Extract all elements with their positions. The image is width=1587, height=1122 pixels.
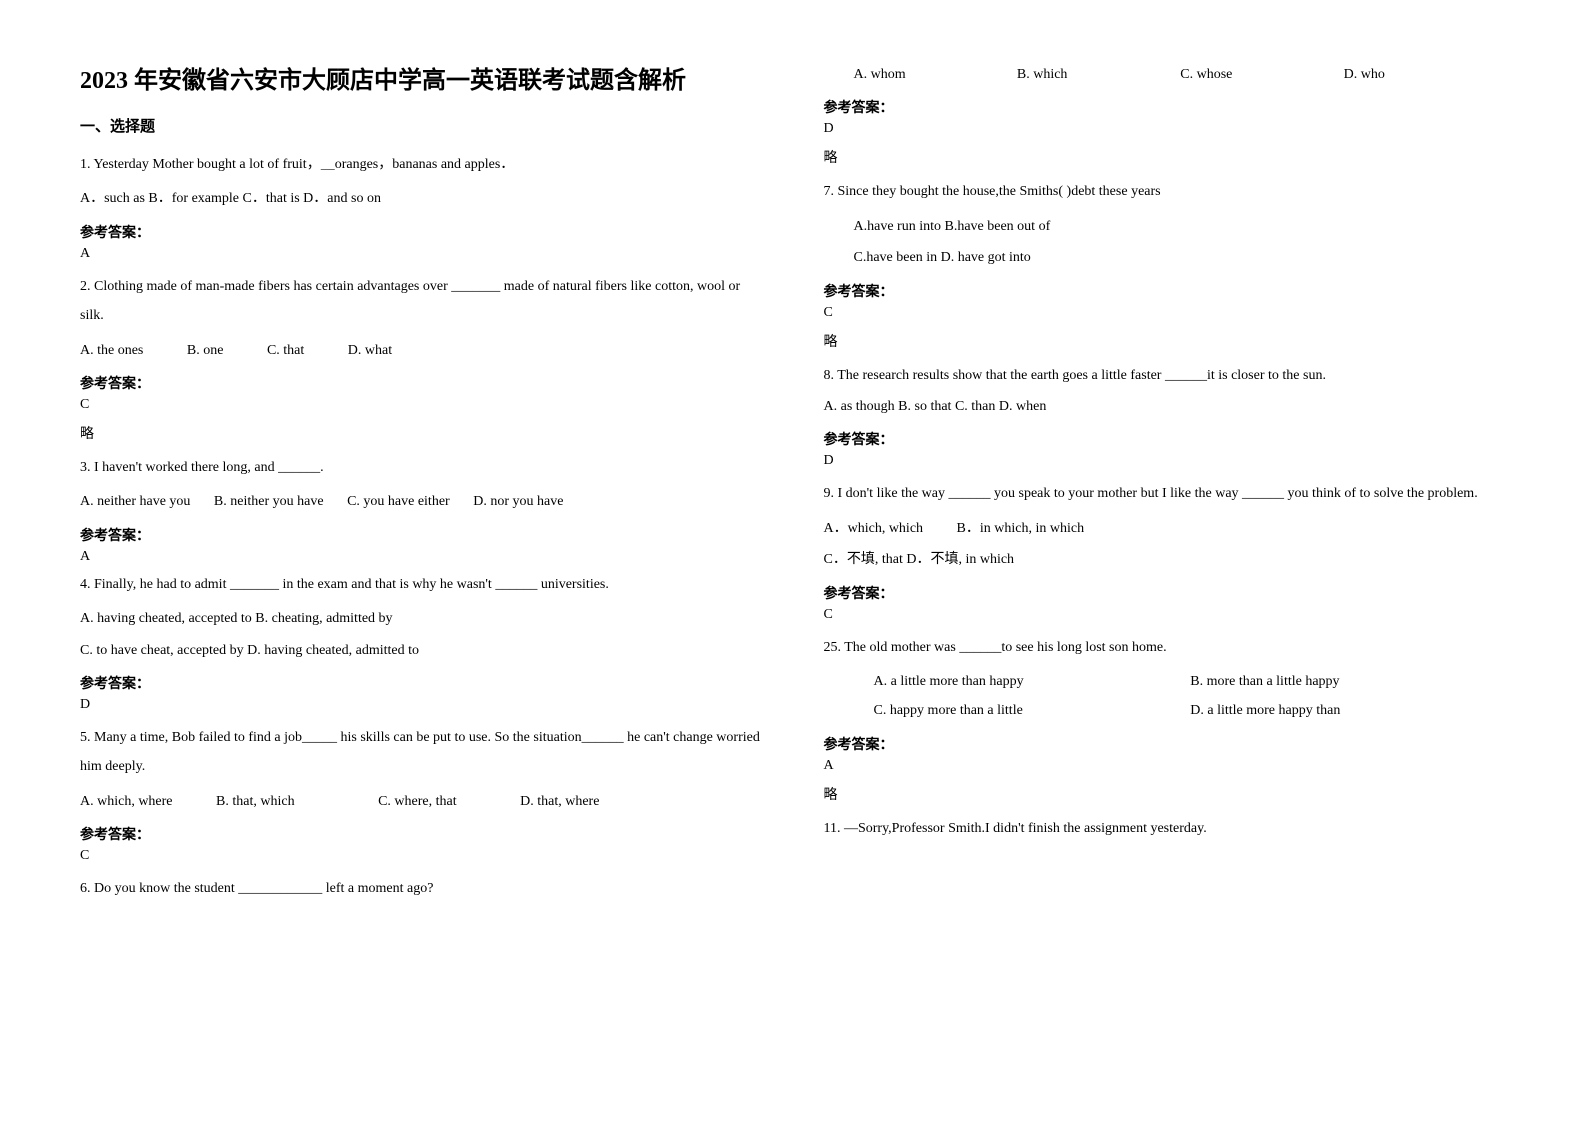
section-heading: 一、选择题 [80,115,764,136]
option-a: A. neither have you [80,487,190,516]
page-title: 2023 年安徽省六安市大顾店中学高一英语联考试题含解析 [80,60,764,95]
option-d: D. that, where [520,787,599,816]
option-a: A. which, where [80,787,173,816]
omitted-note: 略 [80,423,764,443]
question-6-options: A. whom B. which C. whose D. who [824,60,1508,89]
question-4-text: 4. Finally, he had to admit _______ in t… [80,570,764,599]
option-b: B. that, which [216,787,295,816]
option-d: D. who [1344,60,1507,89]
answer-label: 参考答案： [824,281,1508,301]
question-5-options: A. which, where B. that, which C. where,… [80,787,764,816]
question-6-answer: D [824,121,1508,137]
question-2-text: 2. Clothing made of man-made fibers has … [80,272,764,331]
question-1-answer: A [80,246,764,262]
question-7-answer: C [824,305,1508,321]
question-7-text: 7. Since they bought the house,the Smith… [824,177,1508,206]
question-9-options-1: A．which, which B．in which, in which [824,514,1508,543]
option-b: B. neither you have [214,487,324,516]
question-9-answer: C [824,607,1508,623]
option-d: D. a little more happy than [1190,696,1507,725]
option-c: C. you have either [347,487,450,516]
answer-label: 参考答案： [80,222,764,242]
option-c: C. whose [1180,60,1343,89]
answer-label: 参考答案： [80,673,764,693]
omitted-note: 略 [824,784,1508,804]
question-7-options-1: A.have run into B.have been out of [824,212,1508,241]
question-3-answer: A [80,549,764,565]
option-a: A. whom [854,60,1017,89]
question-9-options-2: C．不填, that D．不填, in which [824,545,1508,574]
question-1-options: A．such as B．for example C．that is D．and … [80,184,764,213]
option-c: C. where, that [378,787,457,816]
option-b: B. one [187,336,224,365]
question-4-options-1: A. having cheated, accepted to B. cheati… [80,604,764,633]
question-6-text: 6. Do you know the student ____________ … [80,874,764,903]
question-2-answer: C [80,397,764,413]
option-c: C. happy more than a little [874,696,1191,725]
question-1-text: 1. Yesterday Mother bought a lot of frui… [80,150,764,179]
option-a: A．which, which [824,514,924,543]
option-b: B. which [1017,60,1180,89]
answer-label: 参考答案： [824,734,1508,754]
right-column: A. whom B. which C. whose D. who 参考答案： D… [794,60,1538,1082]
option-d: D. nor you have [473,487,563,516]
question-7-options-2: C.have been in D. have got into [824,243,1508,272]
question-3-text: 3. I haven't worked there long, and ____… [80,453,764,482]
omitted-note: 略 [824,147,1508,167]
answer-label: 参考答案： [80,525,764,545]
option-a: A. the ones [80,336,143,365]
question-25-text: 25. The old mother was ______to see his … [824,633,1508,662]
option-b: B．in which, in which [957,514,1085,543]
question-4-answer: D [80,697,764,713]
question-9-text: 9. I don't like the way ______ you speak… [824,479,1508,508]
question-25-answer: A [824,758,1508,774]
option-c: C. that [267,336,304,365]
question-3-options: A. neither have you B. neither you have … [80,487,764,516]
question-8-options: A. as though B. so that C. than D. when [824,392,1508,421]
option-b: B. more than a little happy [1190,667,1507,696]
answer-label: 参考答案： [824,583,1508,603]
answer-label: 参考答案： [824,97,1508,117]
question-5-answer: C [80,848,764,864]
left-column: 2023 年安徽省六安市大顾店中学高一英语联考试题含解析 一、选择题 1. Ye… [50,60,794,1082]
question-8-answer: D [824,453,1508,469]
question-2-options: A. the ones B. one C. that D. what [80,336,764,365]
question-5-text: 5. Many a time, Bob failed to find a job… [80,723,764,782]
answer-label: 参考答案： [80,824,764,844]
omitted-note: 略 [824,331,1508,351]
answer-label: 参考答案： [80,373,764,393]
question-11-text: 11. —Sorry,Professor Smith.I didn't fini… [824,814,1508,843]
question-25-options-row1: A. a little more than happy B. more than… [824,667,1508,696]
option-a: A. a little more than happy [874,667,1191,696]
exam-page: 2023 年安徽省六安市大顾店中学高一英语联考试题含解析 一、选择题 1. Ye… [0,0,1587,1122]
option-d: D. what [348,336,392,365]
question-4-options-2: C. to have cheat, accepted by D. having … [80,636,764,665]
question-8-text: 8. The research results show that the ea… [824,361,1508,390]
question-25-options-row2: C. happy more than a little D. a little … [824,696,1508,725]
answer-label: 参考答案： [824,429,1508,449]
